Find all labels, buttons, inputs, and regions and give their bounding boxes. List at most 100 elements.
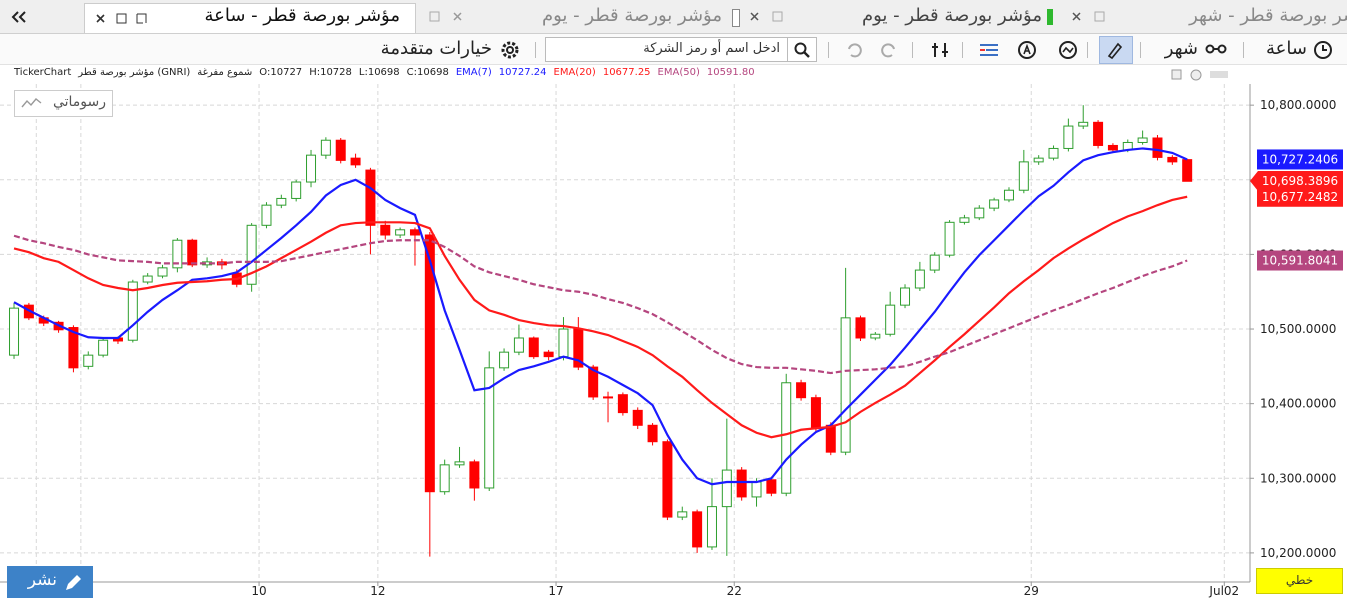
candle-body: [172, 239, 183, 269]
tab-active[interactable]: [84, 3, 416, 33]
clock-icon[interactable]: [1313, 40, 1333, 60]
separator: [1243, 42, 1244, 58]
candle-body: [68, 327, 79, 369]
candle-body: [974, 207, 985, 219]
candle-body: [721, 469, 732, 508]
separator: [962, 42, 963, 58]
candle-body: [127, 281, 138, 341]
separator: [535, 42, 536, 58]
compare-icon[interactable]: [930, 40, 950, 60]
price-label: 10,727.2406: [1262, 152, 1338, 166]
candle-body: [543, 351, 554, 358]
gear-icon[interactable]: [500, 40, 520, 60]
y-tick-label: 10,200.0000: [1260, 546, 1336, 560]
candle-body: [751, 481, 762, 498]
legend-series-value: 10591.80: [706, 67, 755, 78]
ema-line: [13, 147, 1188, 486]
y-tick-label: 10,500.0000: [1260, 322, 1336, 336]
period-button[interactable]: شهر: [1164, 38, 1198, 59]
tab-icons[interactable]: [748, 10, 788, 24]
collapse-button[interactable]: [10, 10, 30, 24]
candle-body: [989, 199, 1000, 209]
legend-series-name: EMA(50): [657, 67, 700, 78]
legend-ohlc: O:10727: [259, 67, 303, 78]
legend-brand: TickerChart: [14, 67, 72, 78]
candle-body: [83, 354, 94, 367]
candle-body: [1078, 121, 1089, 127]
panel-controls[interactable]: [1170, 68, 1232, 82]
candle-body: [885, 304, 896, 335]
tab-title[interactable]: مؤشر بورصة قطر - شهر: [1189, 5, 1347, 26]
candle-body: [335, 139, 346, 161]
pencil-icon: [66, 575, 81, 590]
price-label-box: [1250, 170, 1343, 191]
candle-body: [558, 328, 569, 358]
drawings-panel[interactable]: رسوماتي: [14, 90, 113, 117]
levels-icon[interactable]: [978, 41, 1000, 59]
candle-body: [692, 511, 703, 548]
period-icon[interactable]: [1205, 42, 1227, 56]
candle-body: [513, 337, 524, 353]
advanced-options[interactable]: خيارات متقدمة: [380, 38, 492, 59]
publish-button[interactable]: نشر: [7, 566, 93, 598]
candle-body: [1033, 157, 1044, 163]
tab-title[interactable]: مؤشر بورصة قطر - يوم: [861, 5, 1042, 26]
candle-body: [959, 217, 970, 223]
candle-body: [261, 204, 272, 226]
candle-body: [1152, 137, 1163, 158]
candle-body: [617, 394, 628, 414]
candle-body: [810, 397, 821, 429]
ema-line: [13, 195, 1188, 439]
tab-bar: مؤشر بورصة قطر - ساعة مؤشر بورصة قطر - ي…: [0, 0, 1347, 34]
tool-active[interactable]: [1099, 36, 1133, 64]
interval-button[interactable]: ساعة: [1266, 38, 1307, 59]
candle-body: [632, 409, 643, 426]
legend-series-name: EMA(7): [455, 67, 492, 78]
search-box[interactable]: ادخل اسم أو رمز الشركة: [545, 37, 817, 62]
undo-icon[interactable]: [845, 41, 863, 59]
indicator-icon[interactable]: [1058, 40, 1078, 60]
candle-body: [1048, 147, 1059, 159]
candle-body: [1093, 121, 1104, 146]
candle-body: [1107, 144, 1118, 151]
tab-title[interactable]: مؤشر بورصة قطر - ساعة: [204, 5, 400, 26]
x-tick-label: 17: [548, 584, 563, 598]
search-placeholder: ادخل اسم أو رمز الشركة: [643, 41, 780, 56]
x-tick-label: 22: [727, 584, 742, 598]
draw-icon[interactable]: [1105, 40, 1125, 60]
candle-body: [528, 337, 539, 358]
candle-body: [647, 424, 658, 443]
legend-series-value: 10727.24: [498, 67, 547, 78]
candle-body: [1167, 156, 1178, 163]
candle-body: [1018, 161, 1029, 191]
chart-mode-button[interactable]: خطي: [1256, 568, 1343, 594]
search-icon[interactable]: [794, 42, 810, 58]
candle-body: [9, 307, 20, 356]
publish-label: نشر: [27, 570, 57, 590]
redo-icon[interactable]: [880, 41, 898, 59]
alert-icon[interactable]: [1017, 40, 1037, 60]
toolbar: ساعة شهر ادخل اسم أو رمز الشركة خيارات م…: [0, 34, 1347, 65]
candle-body: [796, 382, 807, 399]
tab-title[interactable]: مؤشر بورصة قطر - يوم: [541, 5, 722, 26]
candle-body: [929, 254, 940, 271]
candle-body: [781, 382, 792, 494]
ema-line: [13, 234, 1188, 375]
candle-body: [944, 221, 955, 256]
candle-body: [840, 317, 851, 453]
tab-icons[interactable]: [428, 10, 468, 24]
candle-body: [1063, 125, 1074, 149]
search-button[interactable]: [787, 38, 816, 61]
legend-ohlc: L:10698: [358, 67, 400, 78]
plot: [0, 84, 1250, 582]
candle-body: [380, 224, 391, 236]
candle-body: [187, 239, 198, 266]
candle-body: [365, 169, 376, 226]
chart-legend: TickerChart مؤشر بورصة قطر (GNRI) شموع م…: [14, 67, 755, 78]
tab-icons[interactable]: [1070, 10, 1110, 24]
tab-icons[interactable]: [95, 12, 155, 26]
price-label: 10,698.3896: [1262, 174, 1338, 188]
price-label: 10,677.2482: [1262, 190, 1338, 204]
x-tick-label: 12: [370, 584, 385, 598]
